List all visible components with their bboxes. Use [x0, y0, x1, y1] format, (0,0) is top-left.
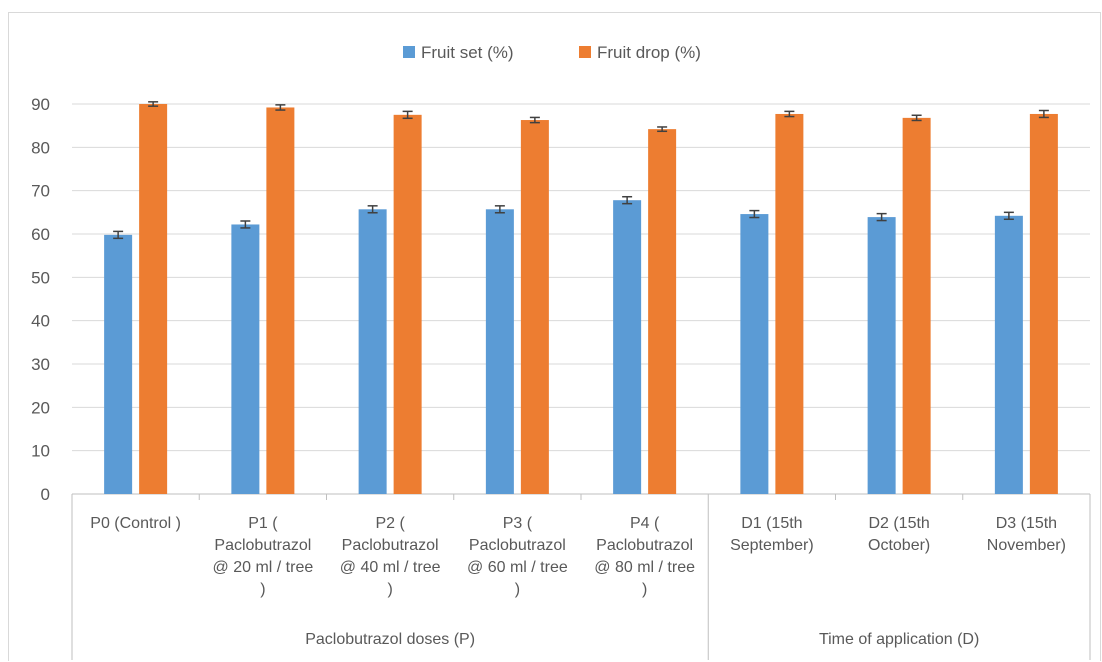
bar-fruit-drop	[393, 114, 422, 494]
bar-fruit-drop	[1029, 113, 1058, 494]
bar-fruit-set	[104, 234, 133, 494]
bar-fruit-drop	[139, 104, 168, 494]
x-tick-label: @ 40 ml / tree	[340, 559, 441, 576]
group-label: Time of application (D)	[819, 631, 979, 648]
y-tick-label: 10	[31, 442, 50, 461]
legend-label: Fruit drop (%)	[597, 43, 701, 62]
x-tick-label: Paclobutrazol	[596, 537, 693, 554]
y-tick-label: 50	[31, 268, 50, 287]
x-tick-label: D1 (15th	[741, 515, 802, 532]
bar-fruit-set	[231, 224, 260, 494]
x-tick-label: P4 (	[630, 515, 660, 532]
legend-swatch	[403, 46, 415, 58]
x-tick-label: September)	[730, 537, 814, 554]
y-tick-label: 80	[31, 138, 50, 157]
y-tick-label: 40	[31, 312, 50, 331]
x-tick-label: Paclobutrazol	[469, 537, 566, 554]
x-tick-label: @ 60 ml / tree	[467, 559, 568, 576]
bar-fruit-set	[358, 209, 387, 495]
bar-fruit-set	[867, 217, 896, 494]
x-tick-label: @ 80 ml / tree	[594, 559, 695, 576]
bar-fruit-set	[994, 215, 1023, 495]
x-tick-label: P1 (	[248, 515, 278, 532]
x-tick-label: P0 (Control )	[90, 515, 181, 532]
x-tick-label: )	[387, 581, 392, 598]
group-label: Paclobutrazol doses (P)	[305, 631, 475, 648]
x-tick-label: )	[260, 581, 265, 598]
y-tick-label: 30	[31, 355, 50, 374]
x-tick-label: )	[642, 581, 647, 598]
bar-fruit-drop	[775, 113, 804, 494]
bar-fruit-drop	[266, 107, 295, 494]
y-tick-label: 60	[31, 225, 50, 244]
chart-frame	[8, 12, 1101, 661]
x-tick-label: October)	[868, 537, 930, 554]
y-tick-label: 70	[31, 182, 50, 201]
x-tick-label: November)	[987, 537, 1066, 554]
x-tick-label: )	[515, 581, 520, 598]
y-tick-label: 90	[31, 95, 50, 114]
x-tick-label: Paclobutrazol	[342, 537, 439, 554]
y-tick-label: 20	[31, 398, 50, 417]
bar-fruit-set	[613, 200, 642, 494]
legend-swatch	[579, 46, 591, 58]
bar-fruit-drop	[902, 117, 931, 494]
bar-fruit-set	[485, 209, 514, 495]
legend-label: Fruit set (%)	[421, 43, 514, 62]
x-tick-label: P2 (	[375, 515, 405, 532]
bar-fruit-drop	[520, 120, 549, 495]
y-tick-label: 0	[41, 485, 50, 504]
bar-fruit-drop	[648, 129, 677, 494]
x-tick-label: D2 (15th	[868, 515, 929, 532]
bar-fruit-set	[740, 214, 769, 495]
x-tick-label: @ 20 ml / tree	[213, 559, 314, 576]
x-tick-label: Paclobutrazol	[214, 537, 311, 554]
x-tick-label: D3 (15th	[996, 515, 1057, 532]
x-tick-label: P3 (	[503, 515, 533, 532]
